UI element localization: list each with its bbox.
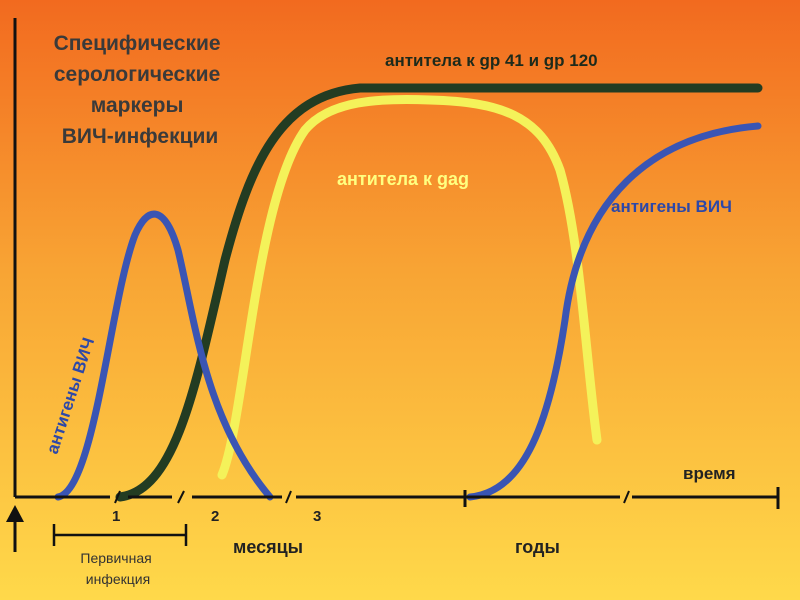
legend-antigen: антигены ВИЧ — [611, 197, 732, 216]
axis-break-2 — [177, 490, 185, 504]
month-tick-label-3: 3 — [313, 508, 321, 525]
title-line-3: маркеры — [91, 94, 184, 117]
chart-title: Специфические серологические маркеры ВИЧ… — [54, 32, 227, 148]
title-line-2: серологические — [54, 63, 220, 86]
years-label: годы — [515, 537, 560, 557]
primary-infection-bracket — [52, 524, 188, 546]
axis-break-1 — [114, 490, 121, 504]
legend-gag: антитела к gag — [337, 169, 469, 189]
title-line-4: ВИЧ-инфекции — [62, 125, 219, 148]
series-antigen-peak-curve — [54, 210, 274, 501]
title-line-1: Специфические — [54, 32, 221, 55]
legend-gp: антитела к gp 41 и gp 120 — [385, 51, 598, 70]
months-label: месяцы — [233, 537, 303, 557]
month-tick-label-1: 1 — [112, 508, 120, 525]
month-tick-label-2: 2 — [211, 508, 219, 525]
time-label: время — [683, 464, 736, 483]
infection-arrow-icon — [6, 505, 24, 552]
axis-break-4 — [623, 490, 630, 504]
primary-infection-label: Первичная инфекция — [80, 550, 155, 587]
series-gp-curve — [115, 83, 763, 502]
axis-break-3 — [285, 490, 292, 504]
series-antigen-late-curve — [466, 122, 762, 501]
